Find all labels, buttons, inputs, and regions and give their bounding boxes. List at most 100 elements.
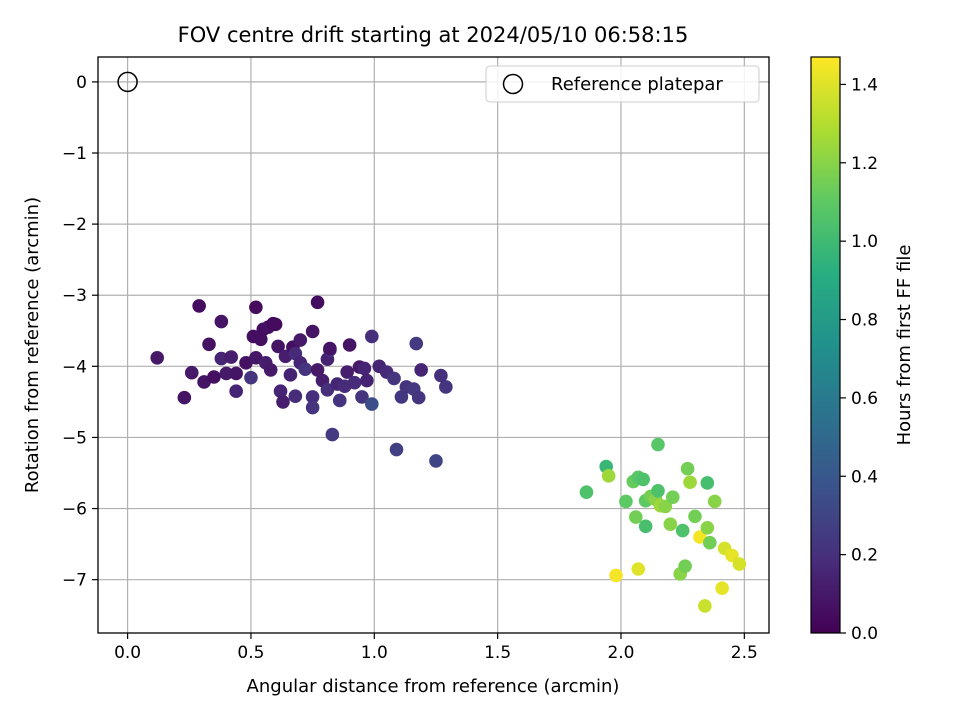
data-point (276, 395, 290, 409)
data-point (229, 384, 243, 399)
data-point (675, 523, 690, 538)
data-point (411, 390, 426, 405)
data-point (631, 562, 646, 576)
x-tick-label: 2.5 (731, 643, 758, 663)
data-point (715, 581, 729, 595)
data-point (683, 475, 697, 490)
data-point (207, 370, 221, 384)
data-point (628, 510, 643, 524)
data-point (619, 494, 633, 509)
data-point (702, 535, 717, 550)
data-point (325, 427, 340, 442)
data-point (283, 368, 298, 382)
data-point (263, 363, 278, 377)
data-point (434, 368, 448, 383)
data-point (732, 557, 747, 571)
data-point (387, 371, 401, 386)
x-tick-label: 0.0 (114, 643, 141, 663)
x-axis-label: Angular distance from reference (arcmin) (247, 676, 620, 697)
data-point (601, 469, 616, 483)
data-point (310, 363, 325, 377)
data-point (355, 390, 369, 404)
data-point (305, 324, 320, 339)
y-tick-label: −5 (62, 428, 87, 448)
data-point (680, 461, 695, 476)
colorbar: 0.0 0.2 0.4 0.6 0.8 1.0 1.2 1.4 Hours from firs… (810, 56, 915, 644)
data-point (320, 383, 335, 397)
data-point (298, 362, 313, 376)
data-point (360, 373, 374, 388)
y-axis-label: Rotation from reference (arcmin) (22, 197, 43, 493)
colorbar-ticks: 0.0 0.2 0.4 0.6 0.8 1.0 1.2 1.4 (840, 75, 878, 644)
data-point (357, 361, 372, 376)
chart-title: FOV centre drift starting at 2024/05/10 … (178, 23, 689, 47)
data-point (323, 341, 337, 356)
data-point (305, 390, 320, 404)
x-tick-label: 1.0 (361, 643, 388, 663)
data-point (651, 437, 665, 452)
data-point (414, 363, 428, 377)
x-tick-label: 2.0 (607, 643, 634, 663)
colorbar-tick-label: 0.4 (851, 467, 878, 487)
grid (98, 57, 769, 633)
y-tick-label: −4 (62, 357, 87, 377)
colorbar-gradient (811, 57, 840, 633)
colorbar-label: Hours from first FF file (894, 245, 915, 446)
axis-ticks: 0.0 0.5 1.0 1.5 2.0 2.5 0 −1 −2 −3 −4 −5 −6 −7 (62, 73, 758, 663)
data-point (651, 483, 665, 498)
colorbar-tick-label: 1.0 (851, 232, 878, 252)
data-point (389, 442, 404, 457)
data-point (658, 499, 673, 514)
data-point (700, 476, 715, 490)
data-point (579, 485, 594, 500)
data-point (332, 393, 347, 408)
data-point (342, 338, 357, 352)
data-point (365, 329, 379, 344)
data-point (365, 397, 379, 411)
data-point (271, 339, 285, 354)
data-point (609, 568, 623, 583)
data-point (293, 333, 308, 347)
legend: Reference platepar (485, 65, 760, 103)
data-point (273, 384, 288, 399)
y-tick-label: 0 (76, 73, 87, 93)
data-point (700, 520, 715, 535)
data-point (663, 517, 678, 531)
colorbar-tick-label: 0.6 (851, 389, 878, 409)
x-tick-label: 1.5 (484, 643, 511, 663)
colorbar-tick-label: 0.2 (851, 546, 878, 566)
data-point (184, 365, 199, 380)
colorbar-frame (810, 56, 841, 634)
reference-platepar-point (117, 71, 138, 93)
data-point (340, 365, 354, 379)
data-point (698, 599, 712, 613)
data-points (150, 295, 747, 613)
legend-entry: Reference platepar (551, 74, 723, 95)
data-point (688, 509, 702, 524)
colorbar-tick-label: 1.2 (851, 154, 878, 174)
reference-marker (117, 71, 138, 93)
data-point (219, 366, 234, 381)
data-point (439, 380, 453, 394)
data-point (347, 375, 362, 390)
data-point (665, 490, 680, 504)
y-tick-label: −7 (62, 571, 87, 591)
data-point (693, 530, 707, 544)
colorbar-tick-label: 0.8 (851, 311, 878, 331)
y-tick-label: −1 (62, 144, 87, 164)
data-point (214, 314, 229, 329)
plot-frame (97, 56, 770, 634)
data-point (678, 559, 692, 573)
colorbar-tick-label: 1.4 (851, 75, 878, 95)
data-point (638, 519, 653, 534)
data-point (707, 494, 722, 509)
data-point (249, 300, 263, 315)
y-tick-label: −6 (62, 500, 87, 520)
data-point (288, 389, 303, 404)
y-tick-label: −3 (62, 286, 87, 306)
legend-marker (502, 73, 524, 95)
data-point (409, 336, 424, 351)
data-point (202, 337, 216, 352)
data-point (244, 370, 258, 385)
